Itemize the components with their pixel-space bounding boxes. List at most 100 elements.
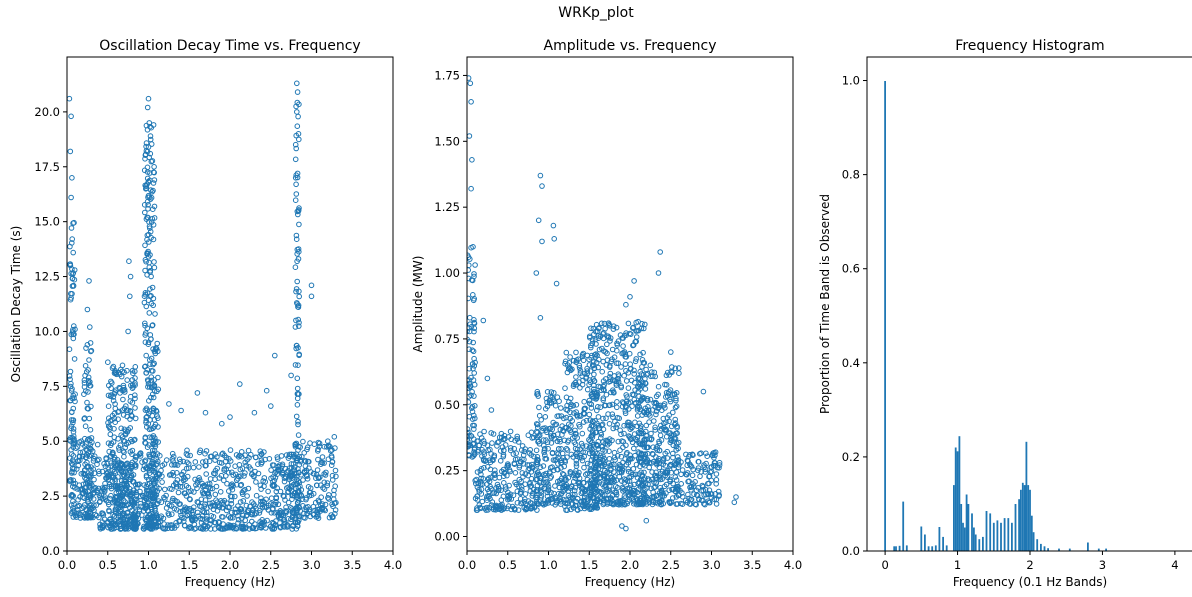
data-point [141,299,148,306]
data-point [506,482,512,489]
x-tick-label: 4.0 [784,558,802,572]
data-point [74,444,81,450]
data-point [594,471,601,478]
data-point [626,474,633,481]
data-point [610,326,617,332]
data-point [150,461,156,468]
data-point [203,509,210,516]
data-point [595,404,601,410]
data-point [593,465,599,472]
data-point [141,293,148,300]
data-point [603,391,610,398]
data-point [584,368,591,374]
data-point [332,467,339,474]
data-point [82,363,89,369]
data-point [709,452,716,459]
data-point [306,458,312,465]
data-point [485,476,491,483]
data-point [143,487,150,494]
data-point [129,399,136,406]
y-tick-label: 17.5 [34,160,60,174]
data-point [170,495,176,502]
data-point [625,489,631,495]
histogram-bar [1030,515,1033,551]
data-point [171,525,178,531]
data-point [108,378,114,385]
data-point [602,463,609,470]
data-point [547,394,554,400]
data-point [71,356,78,362]
data-point [490,505,497,511]
histogram-bar [920,526,923,551]
data-point [263,387,270,394]
data-point [609,401,616,408]
data-point [540,425,547,432]
data-point [636,399,642,406]
data-point [526,462,533,468]
data-point [598,434,604,441]
data-point [676,370,682,377]
data-point [467,399,472,405]
data-point [611,461,617,468]
data-point [507,428,514,435]
data-point [642,438,648,444]
data-point [614,399,620,405]
data-point [480,317,487,324]
data-point [245,485,252,492]
data-point [625,419,631,426]
data-point [489,440,495,446]
histogram-bar [973,527,975,551]
data-point [713,471,720,477]
data-point [613,360,620,367]
data-point [607,370,614,377]
histogram-bar [1097,548,1100,551]
data-point [623,330,629,336]
histogram-bar [927,546,930,551]
data-point [106,415,112,422]
data-point [179,508,186,514]
data-point [145,253,152,260]
data-point [591,382,597,389]
data-point [590,454,596,460]
data-point [293,236,300,242]
data-point [210,514,217,520]
data-point [228,514,234,521]
data-point [615,498,621,505]
data-point [495,487,502,494]
data-point [586,362,593,368]
data-point [672,420,679,426]
data-point [713,481,720,487]
data-point [521,448,528,455]
data-point [145,95,152,102]
data-point [529,493,536,499]
data-point [332,507,339,513]
data-point [467,383,473,390]
data-point [594,420,600,427]
data-point [678,481,685,487]
data-point [645,476,651,482]
data-point [623,404,629,411]
data-point [567,409,573,416]
data-point [83,506,89,513]
y-tick-label: 0.4 [842,356,860,370]
data-point [692,501,699,508]
data-point [505,492,512,499]
data-point [673,430,679,437]
data-point [304,510,311,517]
data-point [473,507,480,513]
data-point [580,377,586,384]
data-point [644,397,651,404]
data-point [548,440,555,446]
data-point [533,270,540,276]
data-point [69,451,75,457]
data-point [562,483,568,490]
data-point [142,501,149,508]
data-point [223,507,230,514]
data-point [672,416,679,423]
data-point [540,463,547,469]
data-point [610,414,616,420]
data-point [87,427,94,433]
data-point [588,405,595,411]
data-point [673,484,679,491]
panel-2-title: Amplitude vs. Frequency [544,38,717,54]
